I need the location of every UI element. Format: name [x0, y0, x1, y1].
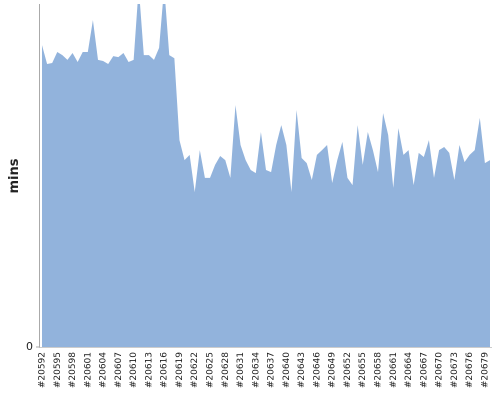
x-tick-label: #20631 [236, 352, 246, 388]
x-tick-label: #20604 [99, 352, 109, 388]
x-tick-label: #20610 [129, 352, 139, 388]
x-tick-label: #20640 [282, 352, 292, 388]
x-tick-label: #20637 [267, 352, 277, 388]
x-tick-label: #20634 [251, 352, 261, 388]
x-tick-label: #20625 [206, 352, 216, 388]
x-tick-label: #20643 [297, 352, 307, 388]
x-tick-label: #20676 [465, 352, 475, 388]
x-tick-label: #20679 [480, 352, 490, 388]
x-tick-label: #20598 [68, 352, 78, 388]
x-tick-label: #20622 [190, 352, 200, 388]
x-tick-label: #20673 [450, 352, 460, 388]
x-tick-label: #20646 [312, 352, 322, 388]
x-tick-label: #20601 [83, 352, 93, 388]
x-tick-label: #20661 [389, 352, 399, 388]
x-tick-label: #20664 [404, 352, 414, 388]
x-tick-label: #20619 [175, 352, 185, 388]
x-tick-label: #20628 [221, 352, 231, 388]
y-axis-label: mins [7, 158, 22, 193]
x-tick-label: #20616 [160, 352, 170, 388]
x-tick-label: #20649 [328, 352, 338, 388]
x-tick-label: #20667 [419, 352, 429, 388]
x-tick-label: #20652 [343, 352, 353, 388]
y-tick-label: 0 [26, 340, 33, 353]
x-tick-label: #20595 [53, 352, 63, 388]
plot-area [42, 4, 490, 347]
x-tick-label: #20607 [114, 352, 124, 388]
x-tick-label: #20655 [358, 352, 368, 388]
x-tick-label: #20658 [374, 352, 384, 388]
x-tick-label: #20613 [144, 352, 154, 388]
area [42, 4, 490, 347]
x-tick-label: #20670 [435, 352, 445, 388]
x-tick-label: #20592 [38, 352, 48, 388]
